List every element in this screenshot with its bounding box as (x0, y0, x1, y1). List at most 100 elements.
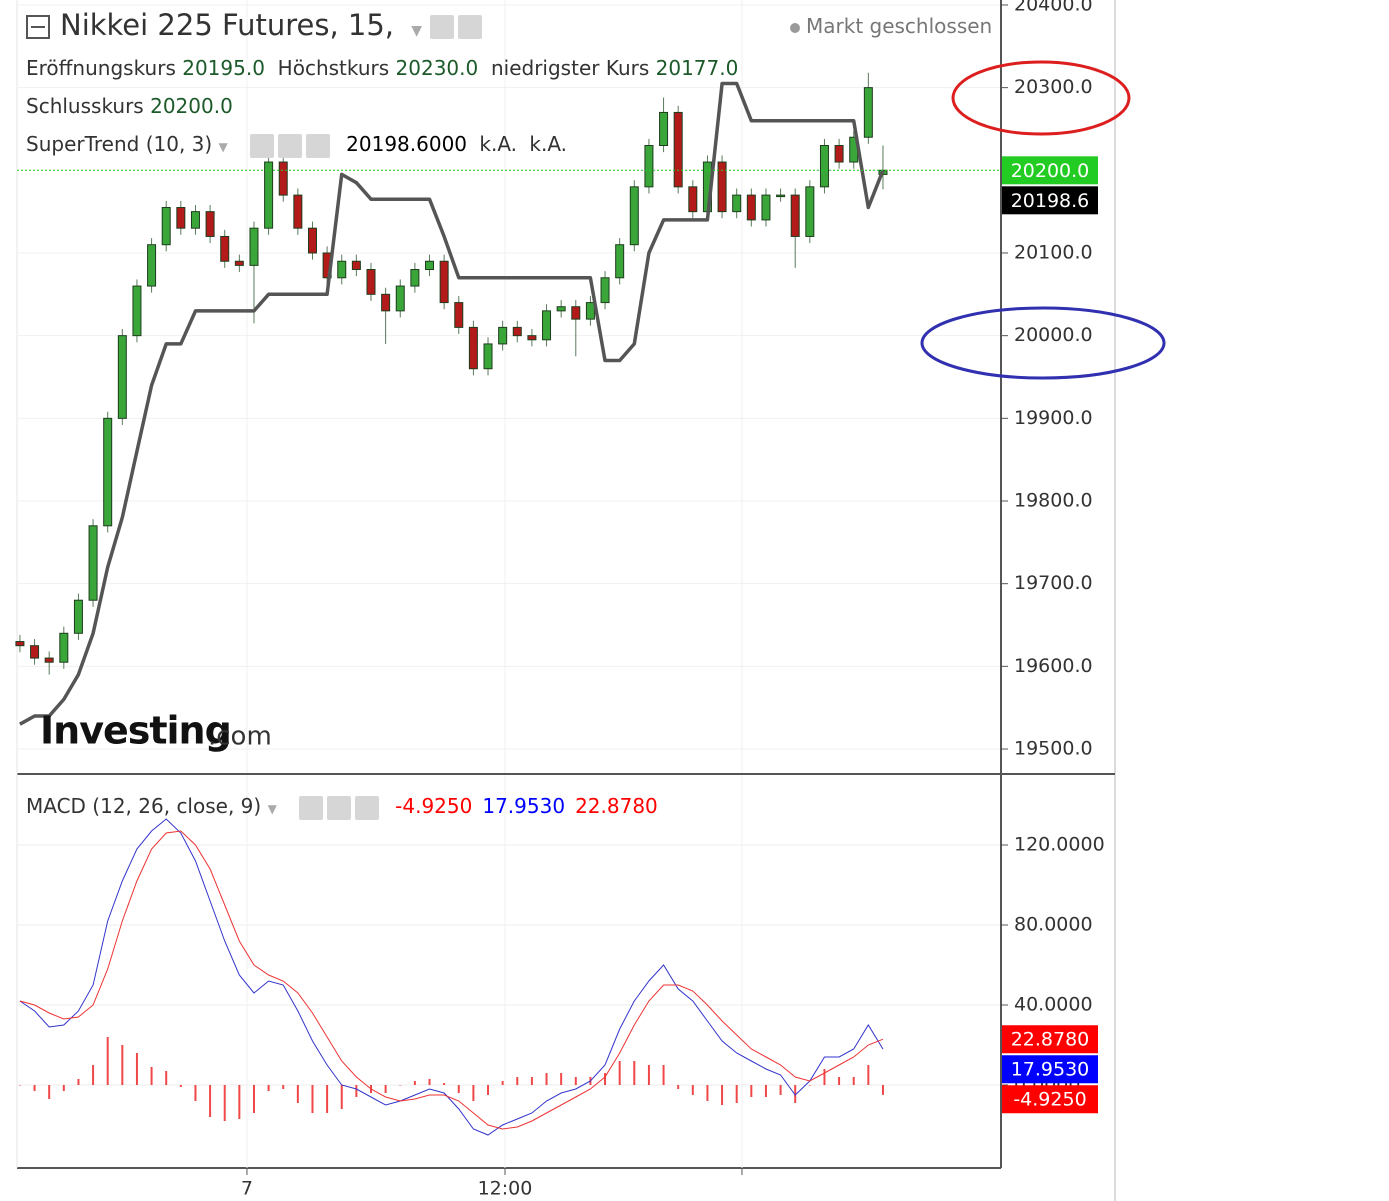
settings-icon[interactable] (458, 15, 483, 39)
y-tick-label: 19500.0 (1014, 738, 1093, 760)
close-icon[interactable] (354, 795, 379, 820)
histogram-bar (472, 1085, 475, 1101)
stat-name: Schlusskurs (26, 94, 144, 118)
y-tick-label: 120.0000 (1014, 834, 1105, 856)
candle-body (527, 335, 537, 341)
candle-body (176, 207, 186, 229)
stats-row: Schlusskurs 20200.0 (26, 94, 233, 118)
collapse-icon[interactable] (26, 15, 50, 39)
candle-body (468, 326, 478, 370)
candle-body (776, 194, 786, 198)
watermark-brand: Investing (40, 709, 231, 753)
settings-icon[interactable] (277, 133, 302, 158)
histogram-bar (340, 1085, 343, 1109)
candle-body (73, 599, 83, 634)
candle-body (615, 244, 625, 279)
dropdown-arrow[interactable]: ▼ (267, 802, 277, 816)
eye-icon[interactable] (430, 15, 455, 39)
y-tick-label: 19800.0 (1014, 490, 1093, 512)
y-tick-label: 19700.0 (1014, 572, 1093, 594)
histogram-bar (604, 1073, 607, 1085)
candle-body (556, 306, 566, 312)
candle-body (264, 161, 274, 229)
histogram-bar (516, 1077, 519, 1085)
price-label-box (1002, 1085, 1098, 1114)
dropdown-arrow[interactable]: ▼ (218, 140, 228, 154)
candle-body (512, 326, 522, 337)
status-text: Markt geschlossen (806, 14, 993, 38)
candle-body (790, 194, 800, 237)
histogram-bar (384, 1085, 387, 1093)
candle-body (15, 641, 25, 647)
histogram-bar (881, 1085, 884, 1095)
candle-body (30, 645, 40, 659)
candle-body (761, 194, 771, 221)
candle-body (819, 145, 829, 188)
candle-body (161, 207, 171, 246)
eye-icon[interactable] (298, 795, 323, 820)
histogram-bar (399, 1085, 402, 1086)
price-label: 17.9530 (1011, 1059, 1090, 1081)
price-label-box (1002, 186, 1098, 215)
histogram-bar (501, 1081, 504, 1085)
stat-value: 20195.0 (182, 56, 265, 80)
macd-header: MACD (12, 26, close, 9) ▼ -4.9250 17.9530… (26, 794, 668, 820)
dropdown-arrow[interactable]: ▼ (411, 23, 423, 39)
x-tick-label: 7 (241, 1178, 253, 1200)
histogram-bar (18, 1085, 21, 1086)
status-dot (790, 22, 800, 33)
x-tick-label: 12:00 (478, 1178, 533, 1200)
y-tick-label: 20400.0 (1014, 0, 1093, 15)
labels-layer: Investing .com 19500.0 19600.0 19700.0 1980… (40, 0, 1105, 1200)
macd-value: 22.8780 (575, 794, 658, 818)
candle-body (483, 343, 493, 370)
stats-row: Eröffnungskurs 20195.0 Höchstkurs 20230.… (26, 56, 738, 80)
candle-body (44, 657, 54, 663)
histogram-bar (150, 1067, 153, 1085)
y-tick-label: 19600.0 (1014, 655, 1093, 677)
candle-body (746, 194, 756, 221)
histogram-bar (355, 1085, 358, 1097)
close-icon[interactable] (305, 133, 330, 158)
histogram-bar (721, 1085, 724, 1105)
candle-body (132, 285, 142, 337)
price-label: -4.9250 (1013, 1089, 1086, 1111)
histogram-bar (282, 1085, 285, 1089)
price-label: 20200.0 (1011, 160, 1090, 182)
stat-name: Höchstkurs (277, 56, 390, 80)
histogram-bar (794, 1085, 797, 1103)
candle-body (190, 211, 200, 229)
histogram-bar (135, 1053, 138, 1085)
candle-body (249, 227, 259, 266)
title-row: Nikkei 225 Futures, 15, ▼ (26, 8, 483, 42)
candle-body (234, 260, 244, 266)
histogram-bar (121, 1045, 124, 1085)
chart-title: Nikkei 225 Futures, 15, (60, 8, 395, 42)
histogram-bar (530, 1077, 533, 1085)
histogram-bar (296, 1085, 299, 1103)
y-tick-label: 20000.0 (1014, 324, 1093, 346)
candle-body (147, 244, 157, 287)
y-tick-label: 80.0000 (1014, 914, 1093, 936)
indicator-row: SuperTrend (10, 3) ▼ 20198.6000 k.A. k.A… (26, 132, 567, 158)
candle-body (220, 235, 230, 262)
settings-icon[interactable] (326, 795, 351, 820)
status: Markt geschlossen (790, 14, 992, 38)
stat-value: 20230.0 (395, 56, 479, 80)
candle-body (439, 260, 449, 304)
candle-body (732, 194, 742, 213)
price-label-box (1002, 156, 1098, 185)
annotation-ellipse-blue (920, 306, 1166, 380)
supertrend-line (19, 81, 885, 726)
candle-body (644, 145, 654, 188)
eye-icon[interactable] (249, 133, 274, 158)
histogram-bar (443, 1083, 446, 1085)
macd-value: 17.9530 (482, 794, 566, 818)
stat-value: 20200.0 (150, 94, 233, 118)
candle-body (629, 186, 639, 246)
candle-body (59, 632, 69, 663)
histogram-bar (106, 1037, 109, 1085)
price-label: 22.8780 (1011, 1029, 1090, 1051)
candle-body (585, 302, 595, 320)
